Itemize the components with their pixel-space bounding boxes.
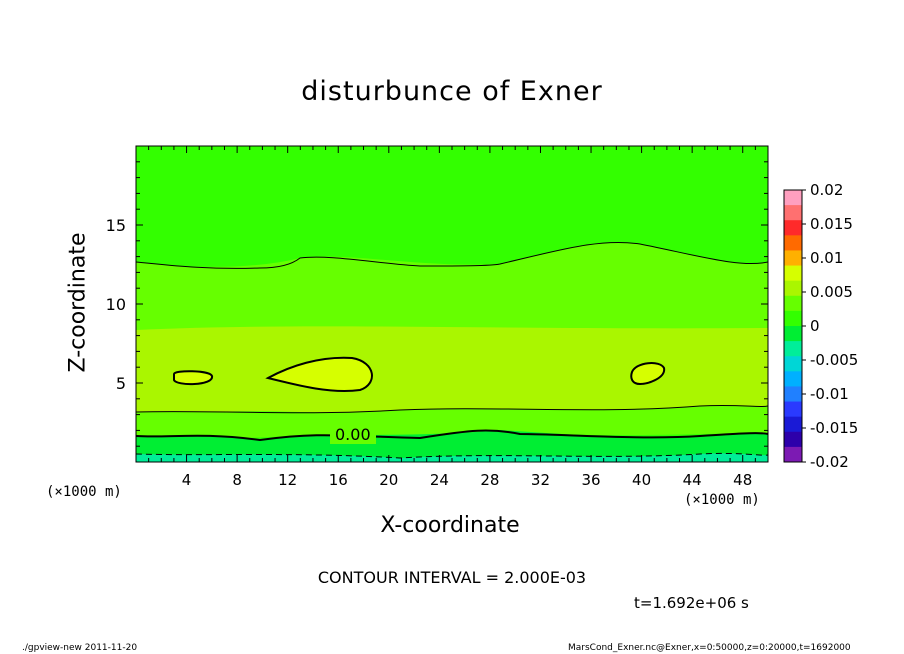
colorbar-swatch xyxy=(784,190,802,206)
footer-program-info: ./gpview-new 2011-11-20 xyxy=(22,643,138,653)
field-max-cell-1 xyxy=(174,371,213,385)
contour-label: 0.00 xyxy=(335,425,371,444)
colorbar-swatch xyxy=(784,250,802,267)
field-upper-band xyxy=(136,242,768,330)
colorbar-tick-label: 0.005 xyxy=(810,283,853,301)
contour-line-lower xyxy=(136,404,768,414)
contour-cell-outline-2 xyxy=(265,356,373,393)
x-unit-label-right: (×1000 m) xyxy=(684,492,760,508)
y-tick-label: 10 xyxy=(106,295,126,314)
y-tick-label: 5 xyxy=(116,374,126,393)
colorbar-tick-label: -0.01 xyxy=(810,385,849,403)
colorbar-tick-label: 0.02 xyxy=(810,181,843,199)
x-tick-label: 44 xyxy=(683,471,702,489)
y-axis: 5 10 15 xyxy=(106,161,768,447)
contour-line-upper xyxy=(136,241,768,269)
y-tick-label: 15 xyxy=(106,216,126,235)
colorbar-tick-label: 0.01 xyxy=(810,249,843,267)
x-tick-label: 24 xyxy=(430,471,449,489)
colorbar-tick-label: 0.015 xyxy=(810,215,853,233)
x-axis: 4 8 12 16 20 24 28 32 36 40 44 48 xyxy=(148,146,756,489)
colorbar-swatch xyxy=(784,371,802,387)
field-near-surface-band xyxy=(136,430,768,462)
x-tick-label: 8 xyxy=(232,471,242,489)
y-axis-label: Z-coordinate xyxy=(65,232,91,373)
field-max-cell-2 xyxy=(268,357,372,392)
x-tick-label: 4 xyxy=(182,471,192,489)
x-tick-label: 12 xyxy=(278,471,297,489)
colorbar-swatch xyxy=(784,416,802,433)
colorbar-swatch xyxy=(784,341,802,357)
contour-interval-note: CONTOUR INTERVAL = 2.000E-03 xyxy=(317,568,587,587)
colorbar-swatch xyxy=(784,280,802,297)
colorbar-tick-label: 0 xyxy=(810,317,820,335)
footer-source-info: MarsCond_Exner.nc@Exner,x=0:50000,z=0:20… xyxy=(568,643,851,653)
x-tick-label: 48 xyxy=(733,471,752,489)
x-tick-label: 36 xyxy=(581,471,600,489)
x-tick-label: 16 xyxy=(329,471,348,489)
contour-cell-outline-1 xyxy=(173,370,213,386)
colorbar-swatch xyxy=(784,295,802,312)
x-tick-label: 20 xyxy=(379,471,398,489)
colorbar-swatch xyxy=(784,265,802,282)
colorbar-swatch xyxy=(784,401,802,418)
contour-line-negative xyxy=(136,452,768,459)
field-surface-band xyxy=(136,453,768,462)
x-axis-label: X-coordinate xyxy=(380,513,520,538)
colorbar-tick-label: -0.02 xyxy=(810,453,849,471)
contour-cell-outline-3 xyxy=(630,362,666,386)
colorbar-swatch xyxy=(784,431,802,448)
colorbar-swatch xyxy=(784,446,802,463)
chart-title: disturbunce of Exner xyxy=(301,76,603,107)
contour-label-background xyxy=(330,424,376,444)
x-tick-label: 40 xyxy=(632,471,651,489)
colorbar-swatch xyxy=(784,310,802,327)
colorbar-swatch xyxy=(784,235,802,251)
contour-field xyxy=(136,146,768,462)
colorbar-swatch xyxy=(784,326,802,342)
contour-line-zero xyxy=(136,429,768,442)
x-tick-label: 28 xyxy=(480,471,499,489)
colorbar-tick-label: -0.015 xyxy=(810,419,858,437)
x-unit-label-left: (×1000 m) xyxy=(46,484,122,500)
time-annotation: t=1.692e+06 s xyxy=(634,594,749,612)
x-tick-label: 32 xyxy=(531,471,550,489)
field-mid-band xyxy=(136,326,768,414)
colorbar-tick-label: -0.005 xyxy=(810,351,858,369)
colorbar: 0.02 0.015 0.01 0.005 0 -0.005 -0.01 -0.015 -0.0… xyxy=(783,181,858,471)
colorbar-swatch xyxy=(784,356,802,372)
colorbar-swatch xyxy=(784,205,802,221)
colorbar-swatch xyxy=(784,220,802,236)
colorbar-swatch xyxy=(784,386,802,403)
field-lower-band xyxy=(136,405,768,440)
